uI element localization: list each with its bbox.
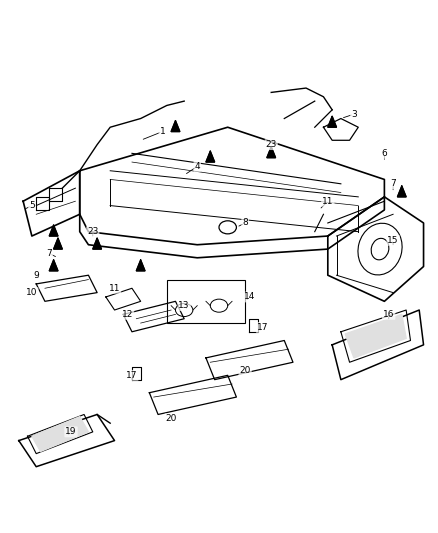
Text: 23: 23 bbox=[265, 140, 277, 149]
Polygon shape bbox=[49, 225, 58, 236]
Polygon shape bbox=[136, 260, 145, 271]
Text: 11: 11 bbox=[322, 197, 334, 206]
Polygon shape bbox=[32, 417, 88, 451]
Text: 8: 8 bbox=[242, 219, 248, 228]
Text: 7: 7 bbox=[46, 249, 52, 258]
Text: 15: 15 bbox=[387, 236, 399, 245]
Text: 13: 13 bbox=[178, 301, 190, 310]
Polygon shape bbox=[345, 314, 406, 358]
Text: 6: 6 bbox=[381, 149, 387, 158]
Polygon shape bbox=[328, 116, 336, 127]
Polygon shape bbox=[93, 238, 102, 249]
Polygon shape bbox=[397, 186, 406, 197]
Text: 14: 14 bbox=[244, 293, 255, 302]
Text: 20: 20 bbox=[166, 414, 177, 423]
Text: 3: 3 bbox=[351, 110, 357, 119]
Text: 1: 1 bbox=[159, 127, 165, 136]
Polygon shape bbox=[267, 147, 276, 158]
Text: 12: 12 bbox=[122, 310, 133, 319]
Text: 20: 20 bbox=[240, 367, 251, 375]
Text: 17: 17 bbox=[126, 371, 138, 380]
Polygon shape bbox=[49, 260, 58, 271]
Text: 5: 5 bbox=[29, 201, 35, 210]
Text: 16: 16 bbox=[383, 310, 395, 319]
Bar bbox=[167, 279, 245, 323]
Polygon shape bbox=[171, 120, 180, 132]
Text: 23: 23 bbox=[87, 227, 99, 236]
Polygon shape bbox=[206, 151, 215, 162]
Polygon shape bbox=[53, 238, 62, 249]
Text: 17: 17 bbox=[257, 323, 268, 332]
Text: 9: 9 bbox=[33, 271, 39, 280]
Text: 7: 7 bbox=[390, 179, 396, 188]
Text: 11: 11 bbox=[109, 284, 120, 293]
Text: 10: 10 bbox=[26, 288, 38, 297]
Text: 19: 19 bbox=[65, 427, 77, 437]
Text: 4: 4 bbox=[194, 162, 200, 171]
